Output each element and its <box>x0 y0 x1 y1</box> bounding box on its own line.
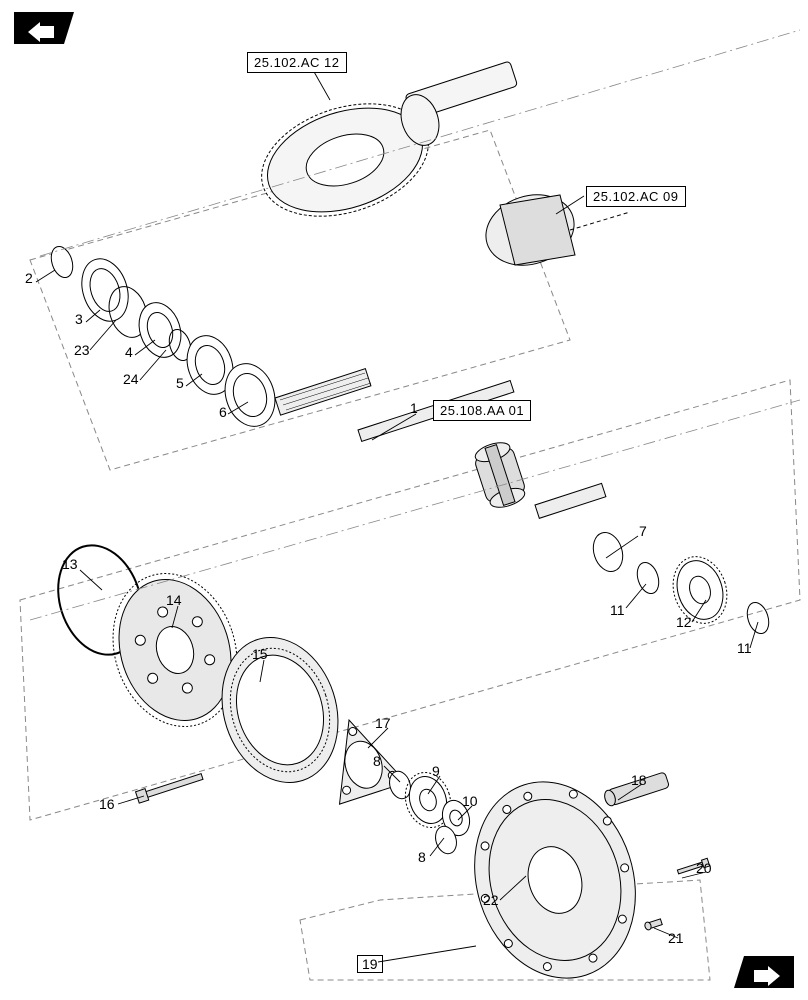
callout-1: 1 <box>410 400 418 416</box>
callout-10: 10 <box>462 793 478 809</box>
diagram-area: 25.102.AC 12 25.102.AC 09 25.108.AA 01 1… <box>0 0 808 1000</box>
callout-13: 13 <box>62 556 78 572</box>
callout-23: 23 <box>74 342 90 358</box>
callout-22: 22 <box>483 892 499 908</box>
callout-7: 7 <box>639 523 647 539</box>
ref-box-3: 25.108.AA 01 <box>433 400 531 421</box>
callout-18: 18 <box>631 772 647 788</box>
callout-3: 3 <box>75 311 83 327</box>
callout-9: 9 <box>432 763 440 779</box>
callout-4: 4 <box>125 344 133 360</box>
callout-17: 17 <box>375 715 391 731</box>
callout-8a: 8 <box>373 753 381 769</box>
callout-11a: 11 <box>610 602 625 618</box>
callout-15: 15 <box>252 646 268 662</box>
callout-5: 5 <box>176 375 184 391</box>
ref-box-1: 25.102.AC 12 <box>247 52 347 73</box>
callout-12: 12 <box>676 614 692 630</box>
callout-20: 20 <box>696 860 712 876</box>
callout-14: 14 <box>166 592 182 608</box>
exploded-view-drawing <box>0 0 808 1000</box>
ref-text: 25.102.AC 09 <box>593 189 679 204</box>
ref-box-2: 25.102.AC 09 <box>586 186 686 207</box>
callout-16: 16 <box>99 796 115 812</box>
callout-6: 6 <box>219 404 227 420</box>
callout-19: 19 <box>357 955 383 973</box>
callout-24: 24 <box>123 371 139 387</box>
ref-text: 25.102.AC 12 <box>254 55 340 70</box>
callout-8b: 8 <box>418 849 426 865</box>
callout-11b: 11 <box>737 640 752 656</box>
callout-21: 21 <box>668 930 684 946</box>
callout-2: 2 <box>25 270 33 286</box>
ref-text: 25.108.AA 01 <box>440 403 524 418</box>
